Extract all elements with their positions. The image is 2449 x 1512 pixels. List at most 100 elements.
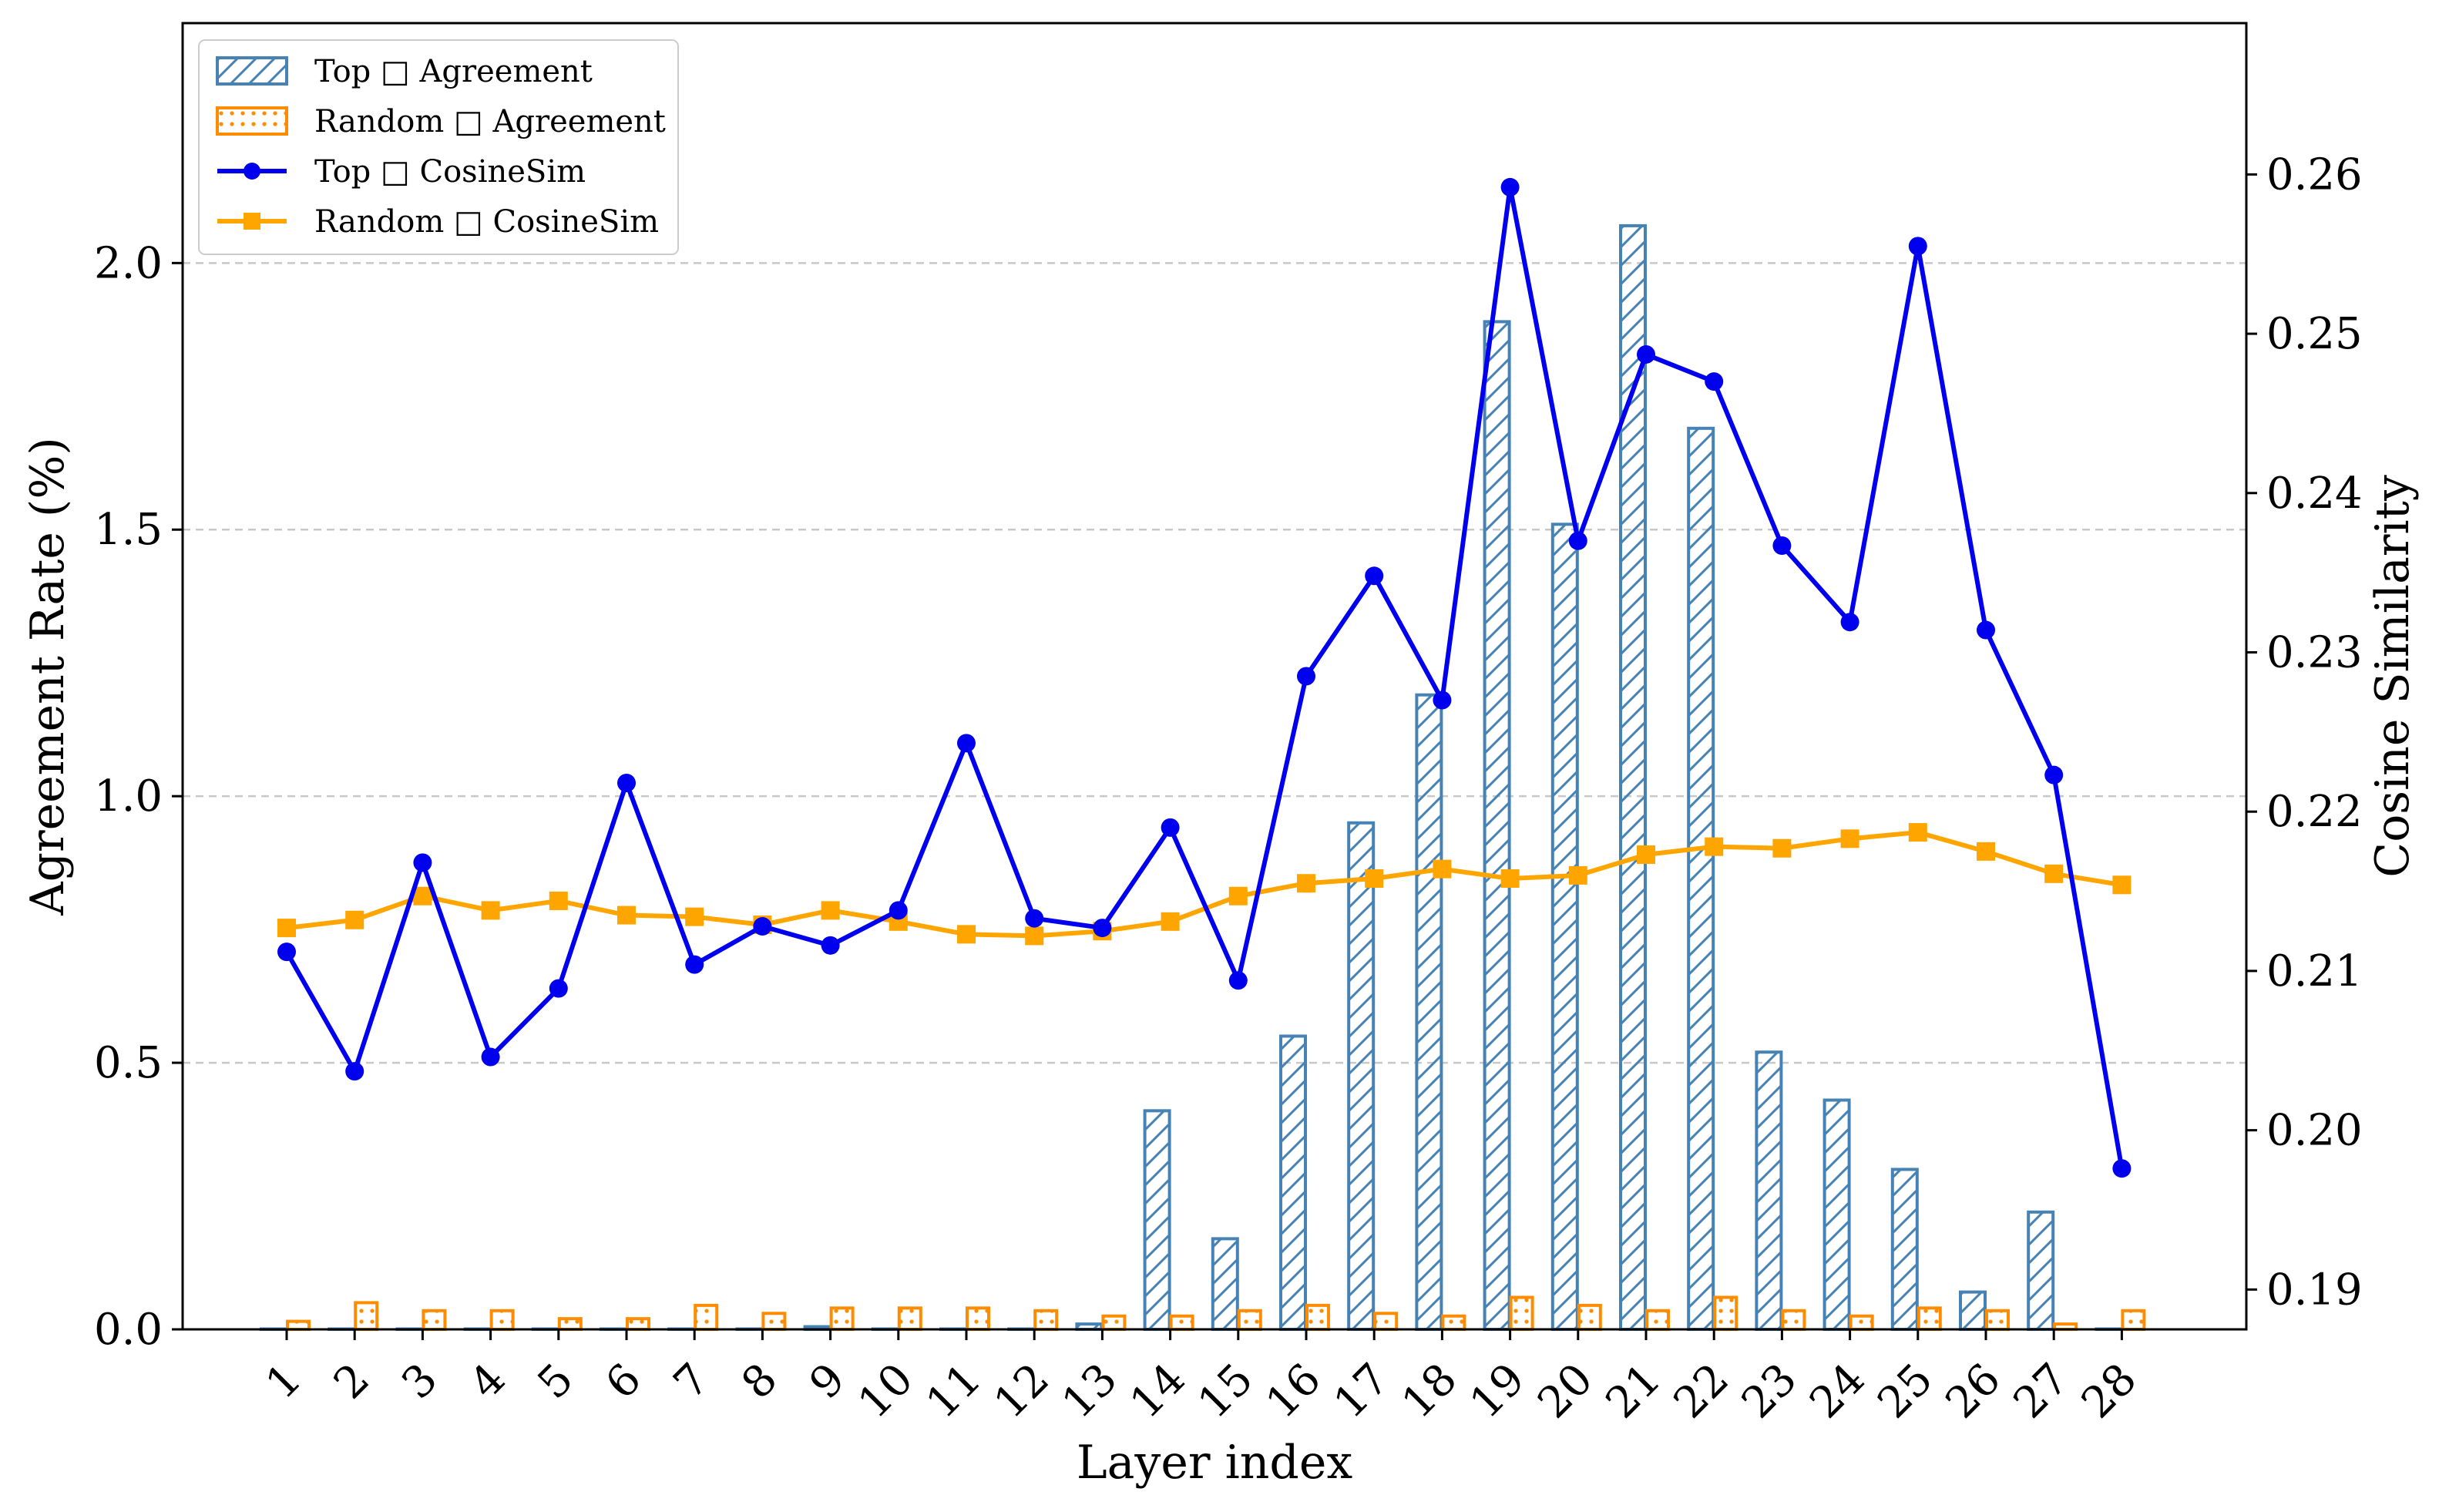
point-top-cosinesim xyxy=(957,734,976,753)
point-random-cosinesim xyxy=(1568,865,1587,885)
point-random-cosinesim xyxy=(277,919,296,938)
point-random-cosinesim xyxy=(1705,837,1724,856)
point-random-cosinesim xyxy=(957,925,976,944)
point-random-cosinesim xyxy=(1161,912,1180,931)
y2-tick-label: 0.20 xyxy=(2266,1106,2363,1156)
y-tick-label: 0.0 xyxy=(94,1305,163,1355)
line-layer xyxy=(277,177,2132,1178)
legend-box xyxy=(198,39,679,255)
point-random-cosinesim xyxy=(549,891,568,910)
legend-swatch-top-agreement xyxy=(216,56,288,86)
x-tick-label: 10 xyxy=(848,1354,922,1428)
bar-random-agreement xyxy=(1101,1314,1127,1332)
legend-label-random-agreement: Random □ Agreement xyxy=(314,104,666,139)
x-tick-label: 22 xyxy=(1665,1354,1738,1428)
bar-random-agreement xyxy=(1985,1309,2010,1332)
point-top-cosinesim xyxy=(277,942,296,962)
y-tick-label: 1.0 xyxy=(94,771,163,822)
x-tick-label: 28 xyxy=(2072,1354,2146,1428)
point-top-cosinesim xyxy=(1433,690,1452,710)
bar-random-agreement xyxy=(489,1309,515,1332)
point-top-cosinesim xyxy=(1297,667,1315,686)
point-top-cosinesim xyxy=(617,773,636,792)
x-tick-label: 11 xyxy=(917,1354,991,1428)
legend-marker-random-cosinesim xyxy=(244,213,260,230)
y-tick-label: 2.0 xyxy=(94,238,163,288)
point-top-cosinesim xyxy=(889,901,908,920)
x-tick-label: 25 xyxy=(1868,1354,1942,1428)
x-tick-label: 7 xyxy=(664,1354,719,1409)
bar-top-agreement xyxy=(1415,693,1443,1331)
legend: Top □ Agreement Random □ Agreement Top □… xyxy=(198,39,679,255)
point-random-cosinesim xyxy=(1433,859,1452,879)
bar-random-agreement xyxy=(1033,1309,1059,1332)
y2-tick-label: 0.26 xyxy=(2266,150,2363,200)
axes-layer xyxy=(181,22,2248,1331)
x-tick-label: 14 xyxy=(1120,1354,1194,1428)
point-random-cosinesim xyxy=(1840,829,1859,848)
x-tick-label: 4 xyxy=(460,1354,515,1409)
x-tick-label: 1 xyxy=(257,1354,311,1409)
bar-random-agreement xyxy=(1441,1314,1466,1332)
bar-random-agreement xyxy=(557,1317,583,1331)
point-random-cosinesim xyxy=(1908,823,1927,842)
x-tick-label: 27 xyxy=(2004,1354,2078,1428)
bar-random-agreement xyxy=(354,1301,379,1332)
point-top-cosinesim xyxy=(685,955,704,974)
point-top-cosinesim xyxy=(753,917,772,936)
point-top-cosinesim xyxy=(1705,372,1724,391)
x-tick-label: 20 xyxy=(1528,1354,1602,1428)
x-tick-label: 8 xyxy=(732,1354,787,1409)
point-top-cosinesim xyxy=(1500,177,1520,197)
point-random-cosinesim xyxy=(1500,869,1520,889)
point-random-cosinesim xyxy=(1297,874,1315,893)
point-top-cosinesim xyxy=(1977,620,1995,640)
bar-random-agreement xyxy=(1917,1306,1942,1332)
point-random-cosinesim xyxy=(1637,845,1655,865)
bar-top-agreement xyxy=(1550,522,1579,1331)
y2-tick-label: 0.21 xyxy=(2266,946,2363,996)
bar-random-agreement xyxy=(1645,1309,1670,1332)
point-top-cosinesim xyxy=(1840,613,1859,632)
bar-top-agreement xyxy=(1211,1237,1239,1331)
bar-random-agreement xyxy=(897,1306,922,1332)
point-top-cosinesim xyxy=(413,853,432,872)
point-top-cosinesim xyxy=(1365,566,1384,586)
x-axis-title: Layer index xyxy=(1077,1436,1353,1490)
bar-random-agreement xyxy=(422,1309,447,1332)
y-axis-title: Agreement Rate (%) xyxy=(21,437,75,916)
bar-layer xyxy=(260,223,2146,1332)
bar-random-agreement xyxy=(761,1312,787,1331)
legend-swatch-random-agreement xyxy=(216,106,288,136)
y2-tick-label: 0.25 xyxy=(2266,309,2363,359)
y2-tick-label: 0.23 xyxy=(2266,627,2363,677)
x-tick-label: 26 xyxy=(1937,1354,2011,1428)
x-tick-label: 15 xyxy=(1188,1354,1262,1428)
bar-random-agreement xyxy=(286,1319,311,1331)
point-top-cosinesim xyxy=(345,1062,364,1081)
x-tick-label: 3 xyxy=(392,1354,447,1409)
bar-top-agreement xyxy=(1143,1109,1171,1331)
grid-layer xyxy=(183,262,2246,1064)
tick-layer: 0.0 0.5 1.0 1.5 2.0 0.19 0.20 0.21 0.22 0.23 0.24 0… xyxy=(94,150,2363,1428)
point-random-cosinesim xyxy=(2112,875,2132,895)
bar-random-agreement xyxy=(1509,1295,1534,1331)
point-random-cosinesim xyxy=(345,910,364,929)
legend-label-top-cosinesim: Top □ CosineSim xyxy=(314,154,586,190)
bar-random-agreement xyxy=(1169,1314,1194,1332)
x-tick-label: 12 xyxy=(985,1354,1059,1428)
x-tick-label: 16 xyxy=(1257,1354,1331,1428)
point-random-cosinesim xyxy=(1025,926,1044,946)
point-random-cosinesim xyxy=(2044,864,2064,883)
bar-random-agreement xyxy=(1305,1303,1330,1331)
point-random-cosinesim xyxy=(481,901,500,920)
point-random-cosinesim xyxy=(1772,838,1792,858)
bar-random-agreement xyxy=(694,1303,719,1331)
bar-top-agreement xyxy=(1890,1168,1919,1331)
x-tick-label: 21 xyxy=(1597,1354,1671,1428)
y2-axis-title: Cosine Similarity xyxy=(2366,475,2420,878)
bar-random-agreement xyxy=(626,1317,650,1331)
bar-top-agreement xyxy=(2027,1210,2055,1331)
legend-label-random-cosinesim: Random □ CosineSim xyxy=(314,204,659,240)
